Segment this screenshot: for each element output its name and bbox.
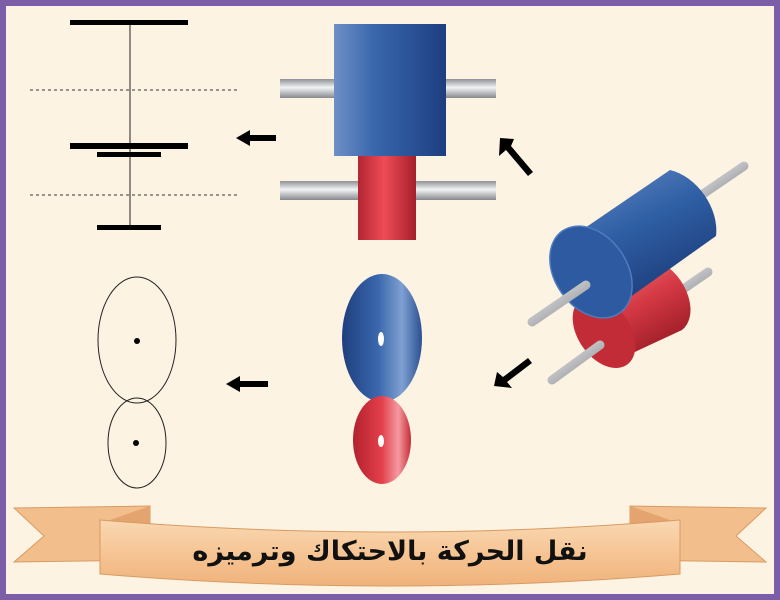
drive-cylinder-side xyxy=(334,24,446,156)
side-view-cylinders xyxy=(280,24,496,240)
drive-disc-hole xyxy=(378,332,384,346)
red-shaft-front xyxy=(547,340,605,385)
side-view-symbol xyxy=(30,20,240,230)
middle-bar-upper xyxy=(70,143,188,149)
driven-circle-symbol xyxy=(107,397,167,489)
front-view-symbol xyxy=(97,276,177,489)
drive-circle-symbol xyxy=(97,276,177,404)
driven-disc-hole xyxy=(378,435,384,447)
ribbon-band xyxy=(99,519,681,587)
middle-bar-lower xyxy=(97,152,161,157)
blue-shaft-front xyxy=(527,280,591,327)
bottom-bar xyxy=(97,225,161,230)
drive-center-dot xyxy=(134,338,140,344)
driven-cylinder-side xyxy=(358,156,416,240)
perspective-cylinders xyxy=(527,161,749,385)
top-bar xyxy=(70,20,188,25)
arrow-down-left-icon xyxy=(494,358,532,388)
caption-title: نقل الحركة بالاحتكاك وترميزه xyxy=(192,536,587,567)
blue-shaft-back xyxy=(695,161,749,201)
arrow-left-icon xyxy=(236,130,276,146)
caption-ribbon: نقل الحركة بالاحتكاك وترميزه xyxy=(12,505,768,587)
arrow-up-right-icon xyxy=(499,138,533,176)
front-view-discs xyxy=(342,274,422,484)
arrow-left-icon xyxy=(226,376,268,392)
driven-center-dot xyxy=(133,440,139,446)
